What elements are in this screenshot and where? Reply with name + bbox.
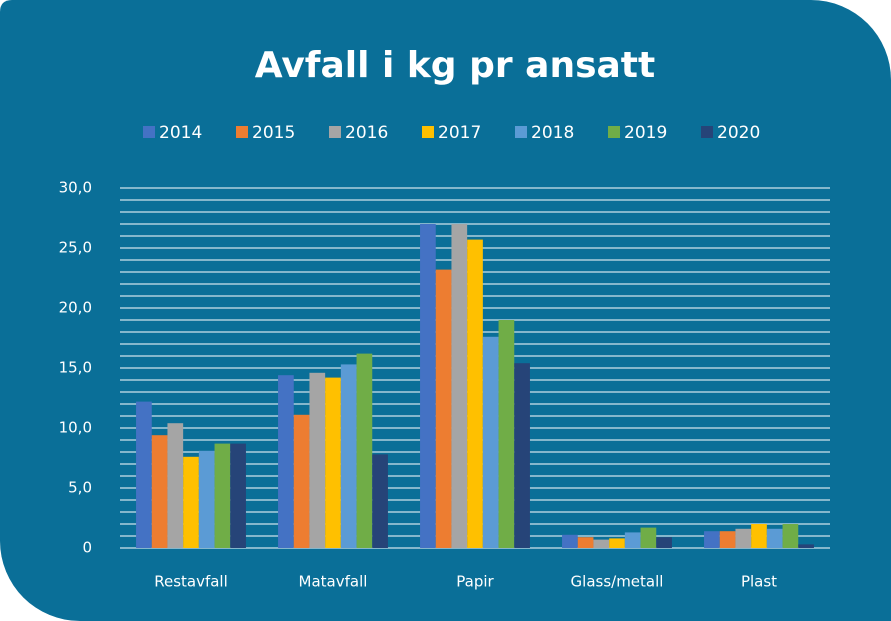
y-tick-label: 25,0 [59,239,92,257]
y-tick-label: 15,0 [59,359,92,377]
bar [609,538,625,548]
bar [167,423,184,548]
bar [514,363,530,548]
bar [766,528,783,548]
legend-swatch [143,126,155,138]
bar [640,527,657,548]
legend-label: 2019 [624,123,667,143]
bar [624,532,641,548]
y-tick-label: 10,0 [59,419,92,437]
bar [325,377,341,548]
bar [183,456,199,548]
legend-swatch [608,126,620,138]
bar [562,534,578,548]
bar [656,537,672,548]
y-tick-label: 20,0 [59,299,92,317]
legend-label: 2020 [717,123,760,143]
bar [420,224,436,548]
legend-swatch [422,126,434,138]
x-tick-label: Papir [456,573,494,591]
bar [198,450,215,548]
bar [719,531,736,548]
legend-label: 2018 [531,123,574,143]
y-tick-label: 5,0 [68,479,92,497]
legend-swatch [701,126,713,138]
bar [482,336,499,548]
legend-swatch [515,126,527,138]
bar [467,239,483,548]
y-tick-label: 0 [82,539,92,557]
bar [356,353,373,548]
x-tick-label: Plast [741,573,777,591]
bar [498,320,515,548]
bar [435,269,452,548]
bar [751,524,767,548]
legend-swatch [236,126,248,138]
bar [309,372,326,548]
bar [136,401,152,548]
bar [593,539,610,548]
bar [293,414,310,548]
bar [340,364,357,548]
x-tick-label: Glass/metall [571,573,664,591]
bar [782,524,799,548]
bar [151,435,168,548]
legend-swatch [329,126,341,138]
bar [230,443,246,548]
bar [214,443,231,548]
legend-label: 2014 [159,123,202,143]
bar [704,531,720,548]
legend-label: 2016 [345,123,388,143]
bar [451,224,468,548]
x-tick-label: Matavfall [299,573,368,591]
x-tick-label: Restavfall [154,573,228,591]
chart-title: Avfall i kg pr ansatt [255,45,655,86]
bar [798,544,814,548]
bar [735,528,752,548]
legend-label: 2017 [438,123,481,143]
bar [278,375,294,548]
legend-label: 2015 [252,123,295,143]
y-tick-label: 30,0 [59,179,92,197]
bar [372,454,388,548]
bar [577,537,594,548]
